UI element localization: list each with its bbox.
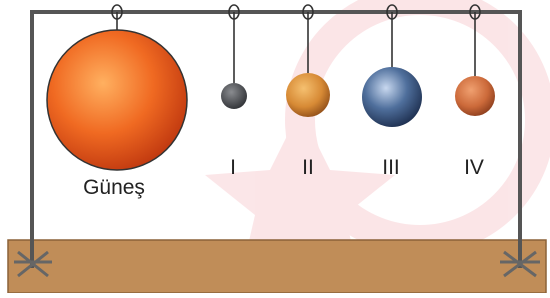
planet-label: I [230, 156, 236, 179]
planet-ii [286, 73, 330, 117]
sun-label: Güneş [83, 176, 145, 199]
sun [47, 30, 187, 170]
wooden-base [8, 240, 546, 293]
model-diagram: Güneş I II III IV [0, 0, 550, 293]
watermark [205, 0, 540, 280]
planet-label: II [302, 156, 314, 179]
planet-label: III [382, 156, 400, 179]
planet-iii [362, 67, 422, 127]
planet-i [221, 83, 247, 109]
planet-label: IV [464, 156, 484, 179]
planet-iv [455, 76, 495, 116]
